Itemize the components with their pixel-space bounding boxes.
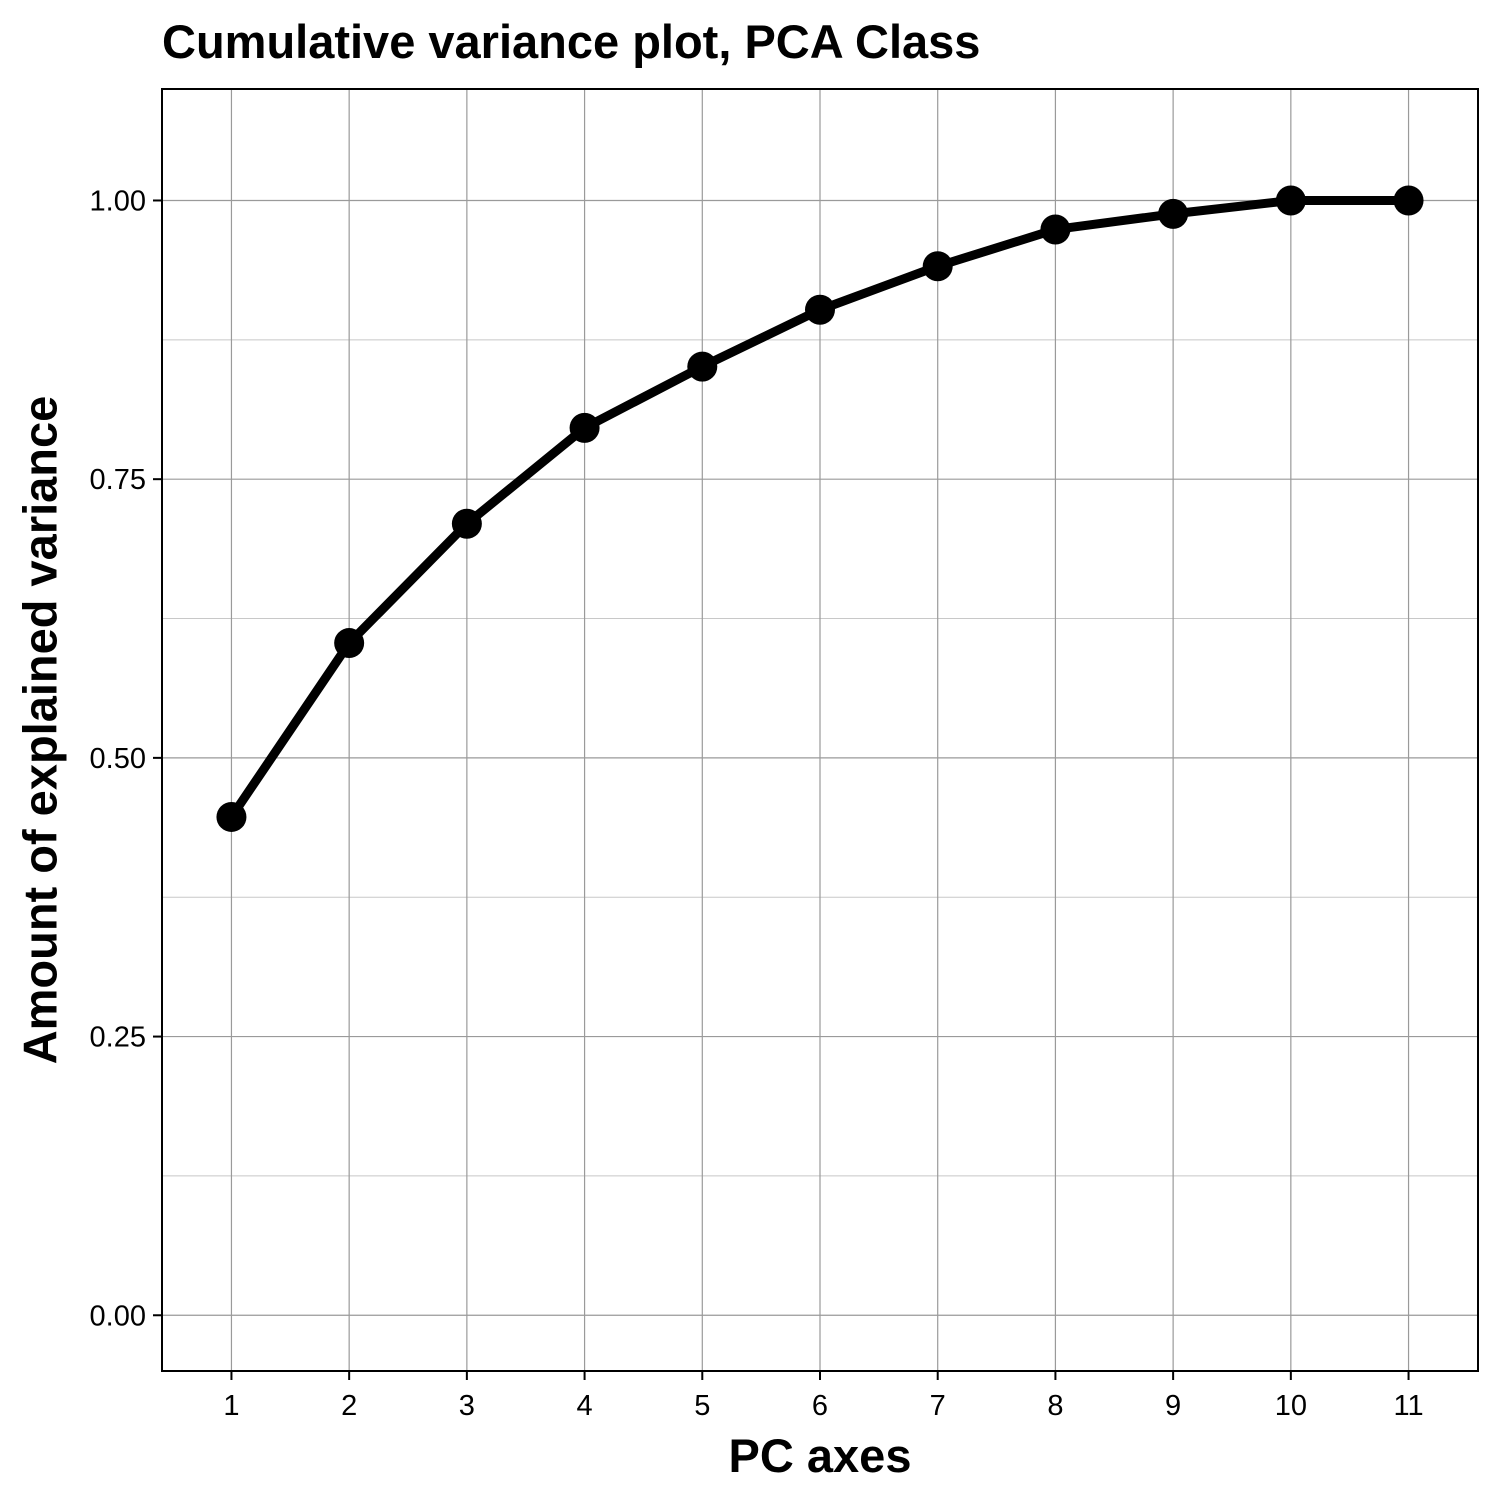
data-point [1040,214,1071,245]
x-tick-label: 7 [930,1390,946,1422]
data-point [334,628,365,659]
y-tick-label: 0.75 [90,464,146,496]
data-point [805,294,835,325]
x-tick-label: 5 [694,1390,710,1422]
data-points [216,185,1424,832]
grid-lines [162,89,1478,1371]
y-tick-label: 0.25 [90,1022,146,1054]
data-point [922,251,953,282]
data-point [1393,185,1424,216]
x-tick-label: 6 [812,1390,828,1422]
x-tick-label: 10 [1275,1390,1307,1422]
y-tick-label: 0.50 [90,743,146,775]
data-point [1275,185,1306,216]
axis-ticks: 0.00 0.25 0.50 0.75 1.00 1 2 3 4 5 6 7 8 9 10 11 [90,185,1424,1422]
x-tick-label: 8 [1047,1390,1063,1422]
x-tick-label: 2 [341,1390,357,1422]
y-axis-label: Amount of explained variance [13,395,67,1065]
data-point [216,801,247,832]
x-tick-label: 1 [223,1390,239,1422]
x-tick-label: 9 [1165,1390,1181,1422]
chart-title: Cumulative variance plot, PCA Class [162,15,981,68]
x-tick-label: 3 [459,1390,475,1422]
x-tick-label: 4 [577,1390,593,1422]
x-tick-label: 11 [1393,1390,1423,1422]
y-tick-label: 1.00 [90,185,146,217]
x-axis-label: PC axes [728,1429,912,1482]
data-point [451,508,482,539]
data-point [687,351,718,382]
y-tick-label: 0.00 [90,1300,146,1332]
data-point [569,412,600,443]
data-point [1158,198,1189,229]
